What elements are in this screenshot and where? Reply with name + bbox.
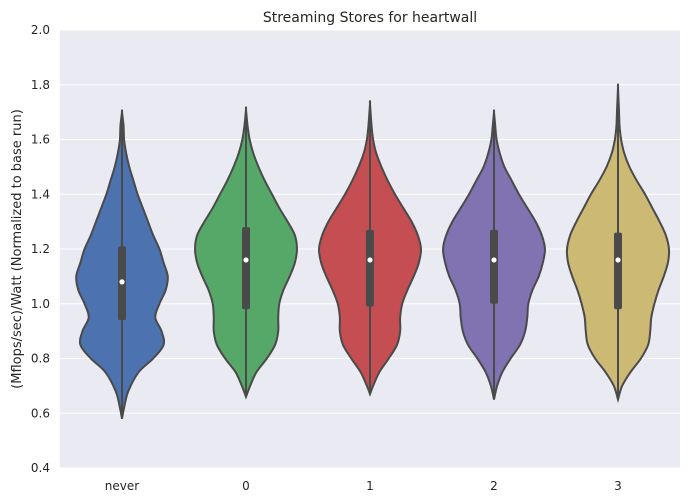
x-tick-label: never	[105, 479, 139, 493]
violin-median-point	[243, 257, 249, 263]
y-tick-labels: 0.4 0.6 0.8 1.0 1.2 1.4 1.6 1.8 2.0	[31, 23, 50, 475]
y-axis-label: (Mflops/sec)/Watt (Normalized to base ru…	[10, 109, 25, 389]
y-tick-label: 2.0	[31, 23, 50, 37]
y-tick-label: 1.8	[31, 78, 50, 92]
violin-iqr-box	[490, 229, 498, 304]
violin-iqr-box	[366, 229, 374, 307]
y-tick-label: 1.6	[31, 133, 50, 147]
violin-median-point	[491, 257, 497, 263]
x-tick-label: 1	[366, 479, 374, 493]
x-tick-label: 2	[490, 479, 498, 493]
x-tick-labels: never 0 1 2 3	[105, 479, 622, 493]
y-tick-label: 0.6	[31, 406, 50, 420]
y-tick-label: 1.2	[31, 242, 50, 256]
violin-iqr-box	[614, 232, 622, 310]
violin-median-point	[119, 279, 125, 285]
violin-median-point	[615, 257, 621, 263]
violin-median-point	[367, 257, 373, 263]
violin-iqr-box	[242, 227, 250, 310]
y-tick-label: 1.4	[31, 187, 50, 201]
y-tick-label: 0.4	[31, 461, 50, 475]
x-tick-label: 0	[242, 479, 250, 493]
x-tick-label: 3	[614, 479, 622, 493]
violins	[75, 83, 671, 419]
chart-title: Streaming Stores for heartwall	[263, 10, 477, 26]
y-tick-label: 1.0	[31, 297, 50, 311]
y-tick-label: 0.8	[31, 352, 50, 366]
